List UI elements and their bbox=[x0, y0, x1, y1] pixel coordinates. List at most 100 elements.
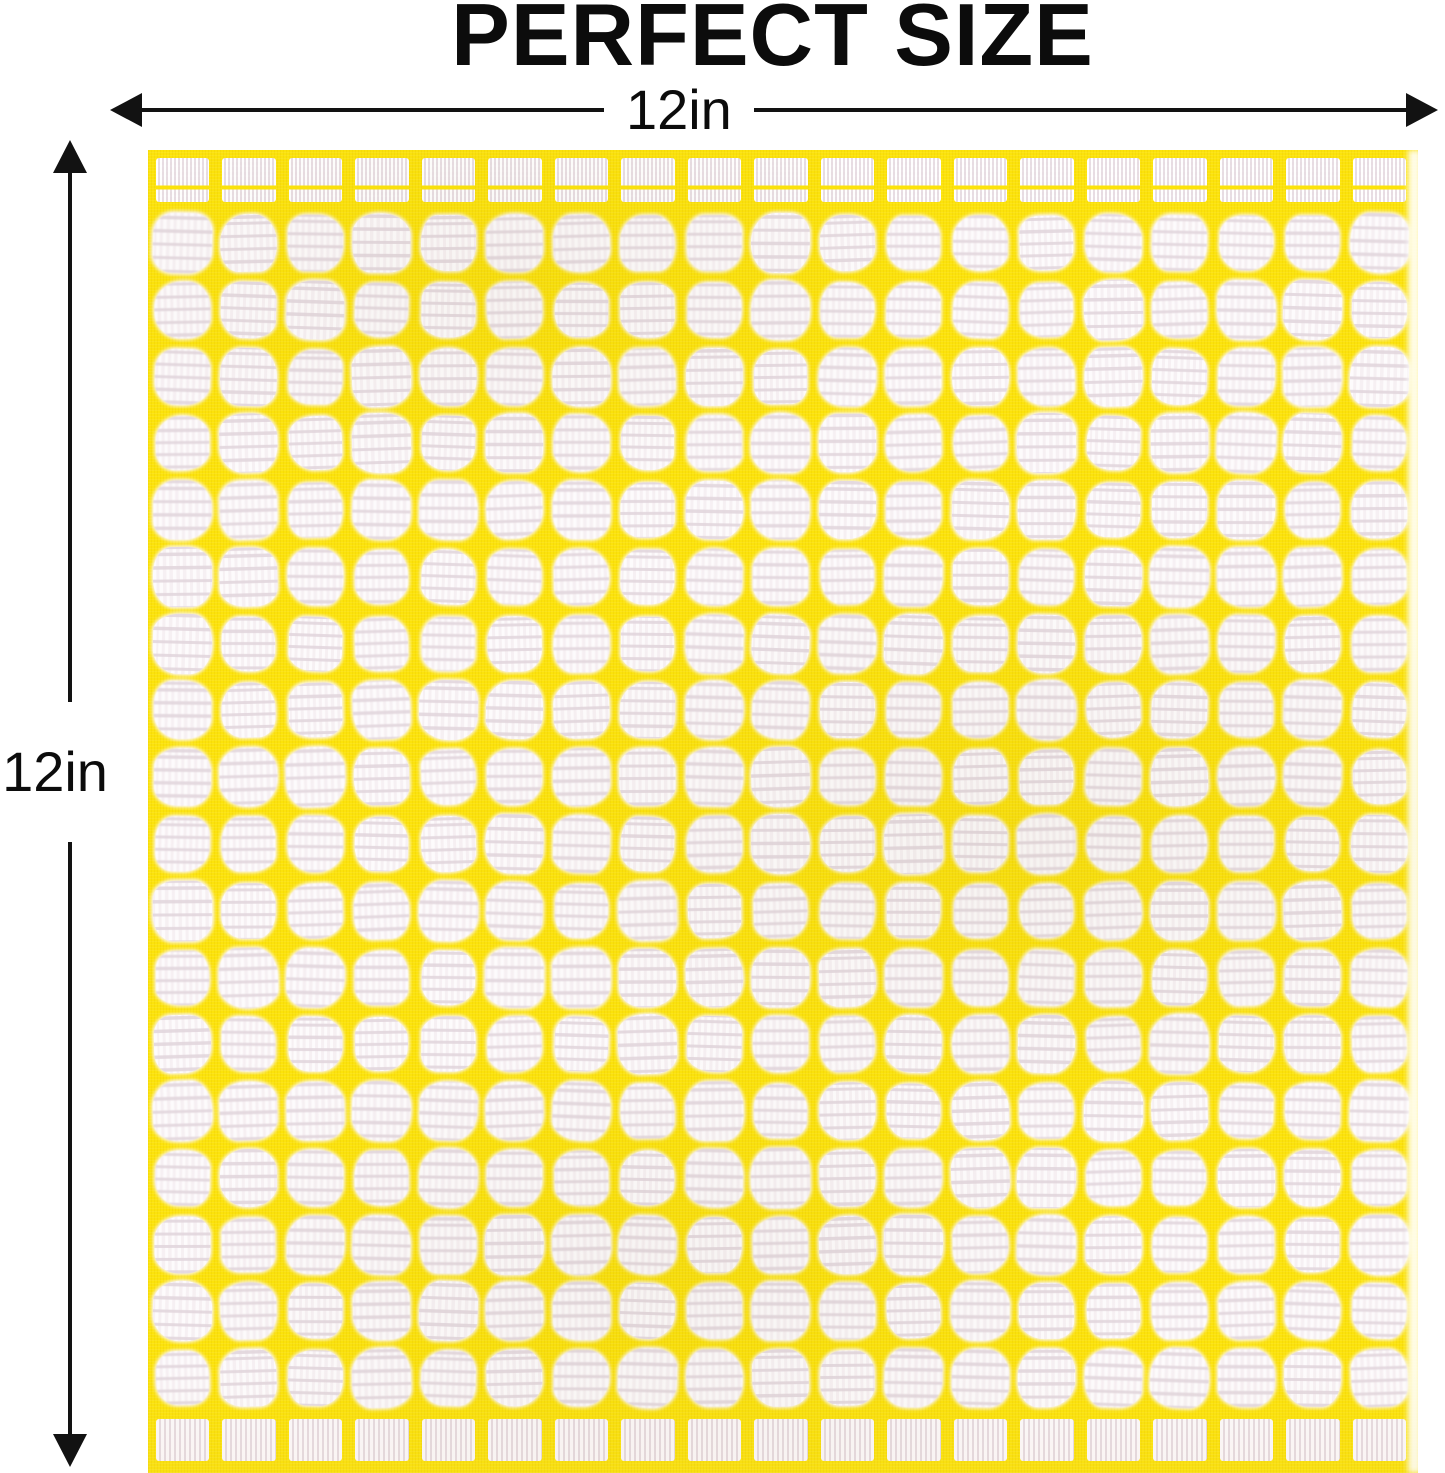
hem-check-block bbox=[687, 1419, 742, 1461]
terry-square bbox=[752, 1015, 810, 1073]
terry-square bbox=[1084, 614, 1143, 673]
terry-square bbox=[820, 549, 875, 605]
terry-square bbox=[1019, 1083, 1075, 1139]
terry-square bbox=[884, 1015, 943, 1074]
hem-check-block bbox=[621, 1419, 675, 1461]
terry-square bbox=[618, 1214, 678, 1275]
terry-square bbox=[620, 281, 676, 338]
terry-square bbox=[950, 1081, 1011, 1141]
terry-square bbox=[1351, 548, 1408, 605]
hem-check-block bbox=[953, 158, 1008, 202]
terry-square bbox=[553, 414, 610, 472]
terry-square bbox=[418, 1280, 480, 1343]
terry-square bbox=[551, 1214, 612, 1275]
terry-square bbox=[285, 1081, 346, 1141]
hem-check-block bbox=[1020, 1419, 1074, 1461]
dimension-line-bottom bbox=[68, 842, 72, 1434]
terry-square bbox=[951, 1215, 1010, 1274]
terry-square bbox=[753, 882, 809, 939]
terry-square bbox=[1086, 1284, 1141, 1339]
terry-square bbox=[750, 1147, 812, 1209]
terry-square bbox=[952, 816, 1009, 872]
terry-square bbox=[752, 548, 810, 606]
hem-check-block bbox=[1153, 1419, 1207, 1461]
terry-square bbox=[553, 614, 611, 673]
terry-square bbox=[351, 1347, 413, 1409]
terry-square bbox=[1150, 881, 1209, 940]
terry-square bbox=[884, 1348, 944, 1409]
terry-square bbox=[220, 1282, 279, 1341]
terry-square bbox=[219, 1080, 280, 1142]
terry-square bbox=[620, 548, 676, 605]
terry-square bbox=[486, 1349, 544, 1408]
terry-square bbox=[1282, 680, 1343, 741]
terry-square bbox=[286, 1215, 346, 1275]
terry-square bbox=[1283, 1349, 1342, 1408]
terry-square bbox=[619, 748, 677, 806]
hem-check-block bbox=[156, 158, 210, 202]
terry-square bbox=[1150, 613, 1210, 674]
terry-square bbox=[352, 680, 413, 741]
terry-square bbox=[1084, 748, 1142, 806]
terry-square bbox=[1351, 882, 1407, 939]
terry-square bbox=[420, 748, 477, 806]
hem-check-block bbox=[488, 158, 542, 202]
terry-square bbox=[1348, 1080, 1410, 1142]
hem-check-block bbox=[554, 158, 609, 202]
terry-square bbox=[222, 616, 277, 671]
terry-square bbox=[221, 882, 277, 939]
terry-square bbox=[153, 1014, 213, 1074]
terry-square bbox=[1016, 1214, 1078, 1276]
terry-square bbox=[1085, 1016, 1142, 1073]
terry-square bbox=[952, 615, 1009, 672]
terry-square bbox=[1151, 347, 1209, 406]
terry-square bbox=[220, 1148, 279, 1207]
terry-square bbox=[486, 281, 544, 339]
terry-square bbox=[886, 883, 941, 938]
terry-square bbox=[1151, 1282, 1209, 1340]
terry-square bbox=[485, 947, 545, 1008]
terry-square bbox=[1084, 547, 1143, 607]
hem-check-block bbox=[820, 158, 875, 202]
hem-check-block bbox=[687, 158, 742, 202]
terry-square bbox=[354, 615, 410, 672]
terry-square bbox=[1150, 747, 1210, 807]
terry-square bbox=[818, 480, 877, 540]
terry-square bbox=[618, 880, 679, 941]
terry-square bbox=[1084, 881, 1143, 941]
terry-square bbox=[1282, 412, 1343, 474]
terry-square bbox=[1150, 413, 1210, 473]
terry-square bbox=[485, 213, 545, 273]
terry-square bbox=[420, 815, 478, 873]
terry-square bbox=[751, 947, 811, 1008]
terry-square bbox=[885, 948, 943, 1007]
terry-square bbox=[1350, 814, 1409, 873]
terry-square bbox=[1217, 1015, 1275, 1074]
terry-square bbox=[618, 948, 678, 1007]
terry-square bbox=[288, 1016, 344, 1072]
hem-check-block bbox=[1286, 1419, 1340, 1461]
terry-square bbox=[219, 546, 280, 607]
terry-square bbox=[952, 214, 1009, 271]
terry-square bbox=[1216, 546, 1277, 607]
terry-square bbox=[1085, 482, 1142, 538]
terry-square bbox=[155, 1350, 211, 1406]
terry-square bbox=[686, 1015, 743, 1073]
terry-square bbox=[218, 946, 280, 1009]
hem-check-block bbox=[1219, 158, 1274, 202]
hem-check-block bbox=[1219, 1419, 1274, 1461]
terry-square bbox=[685, 347, 744, 406]
terry-square bbox=[288, 415, 344, 471]
terry-square bbox=[153, 347, 212, 406]
terry-square bbox=[1218, 816, 1274, 872]
terry-square bbox=[420, 281, 477, 338]
terry-square bbox=[819, 815, 876, 872]
terry-square bbox=[950, 1281, 1011, 1342]
terry-square bbox=[1348, 212, 1410, 274]
terry-square bbox=[220, 280, 279, 339]
terry-square bbox=[620, 482, 676, 538]
towel-edge-fuzz bbox=[1408, 150, 1421, 1473]
terry-square bbox=[552, 814, 611, 874]
terry-square bbox=[552, 346, 612, 407]
terry-square bbox=[155, 415, 211, 471]
